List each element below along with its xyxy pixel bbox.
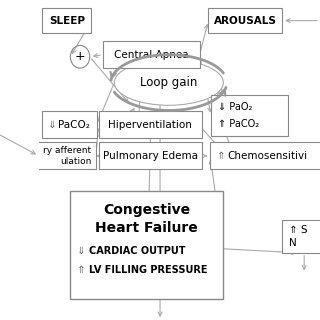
Text: ⇑: ⇑: [217, 151, 226, 161]
FancyBboxPatch shape: [69, 191, 223, 299]
Text: LV FILLING PRESSURE: LV FILLING PRESSURE: [89, 266, 207, 276]
Text: Heart Failure: Heart Failure: [95, 221, 198, 235]
FancyBboxPatch shape: [208, 8, 282, 33]
FancyBboxPatch shape: [0, 142, 96, 169]
FancyBboxPatch shape: [42, 111, 97, 138]
FancyBboxPatch shape: [42, 8, 92, 33]
Text: ry afferent: ry afferent: [43, 146, 92, 155]
Text: Loop gain: Loop gain: [140, 76, 197, 89]
Text: ⇑ S: ⇑ S: [289, 225, 308, 235]
Text: ⇓: ⇓: [48, 120, 56, 130]
FancyBboxPatch shape: [99, 111, 202, 138]
Text: ⇓ PaO₂: ⇓ PaO₂: [218, 102, 252, 112]
Text: SLEEP: SLEEP: [49, 16, 85, 26]
Text: AROUSALS: AROUSALS: [214, 16, 277, 26]
Text: PaCO₂: PaCO₂: [58, 120, 90, 130]
Text: Congestive: Congestive: [103, 203, 190, 217]
FancyBboxPatch shape: [211, 95, 288, 136]
FancyBboxPatch shape: [103, 41, 200, 68]
Text: N: N: [289, 238, 297, 248]
Text: Central Apnea: Central Apnea: [114, 50, 188, 60]
Text: ⇑: ⇑: [76, 266, 85, 276]
Text: CARDIAC OUTPUT: CARDIAC OUTPUT: [89, 246, 185, 256]
Text: ulation: ulation: [60, 157, 92, 166]
FancyBboxPatch shape: [99, 142, 202, 169]
FancyBboxPatch shape: [210, 142, 320, 169]
Text: Hiperventilation: Hiperventilation: [108, 120, 192, 130]
FancyBboxPatch shape: [282, 220, 320, 253]
Text: Pulmonary Edema: Pulmonary Edema: [103, 151, 198, 161]
Text: ⇑ PaCO₂: ⇑ PaCO₂: [218, 119, 259, 129]
Text: ⇓: ⇓: [76, 246, 85, 256]
Text: +: +: [75, 50, 85, 63]
Ellipse shape: [114, 60, 223, 105]
Text: Chemosensitivi: Chemosensitivi: [228, 151, 308, 161]
